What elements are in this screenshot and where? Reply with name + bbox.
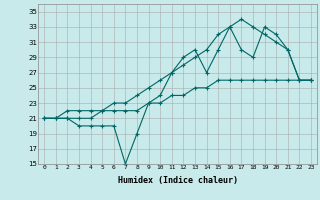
X-axis label: Humidex (Indice chaleur): Humidex (Indice chaleur) — [118, 176, 238, 185]
